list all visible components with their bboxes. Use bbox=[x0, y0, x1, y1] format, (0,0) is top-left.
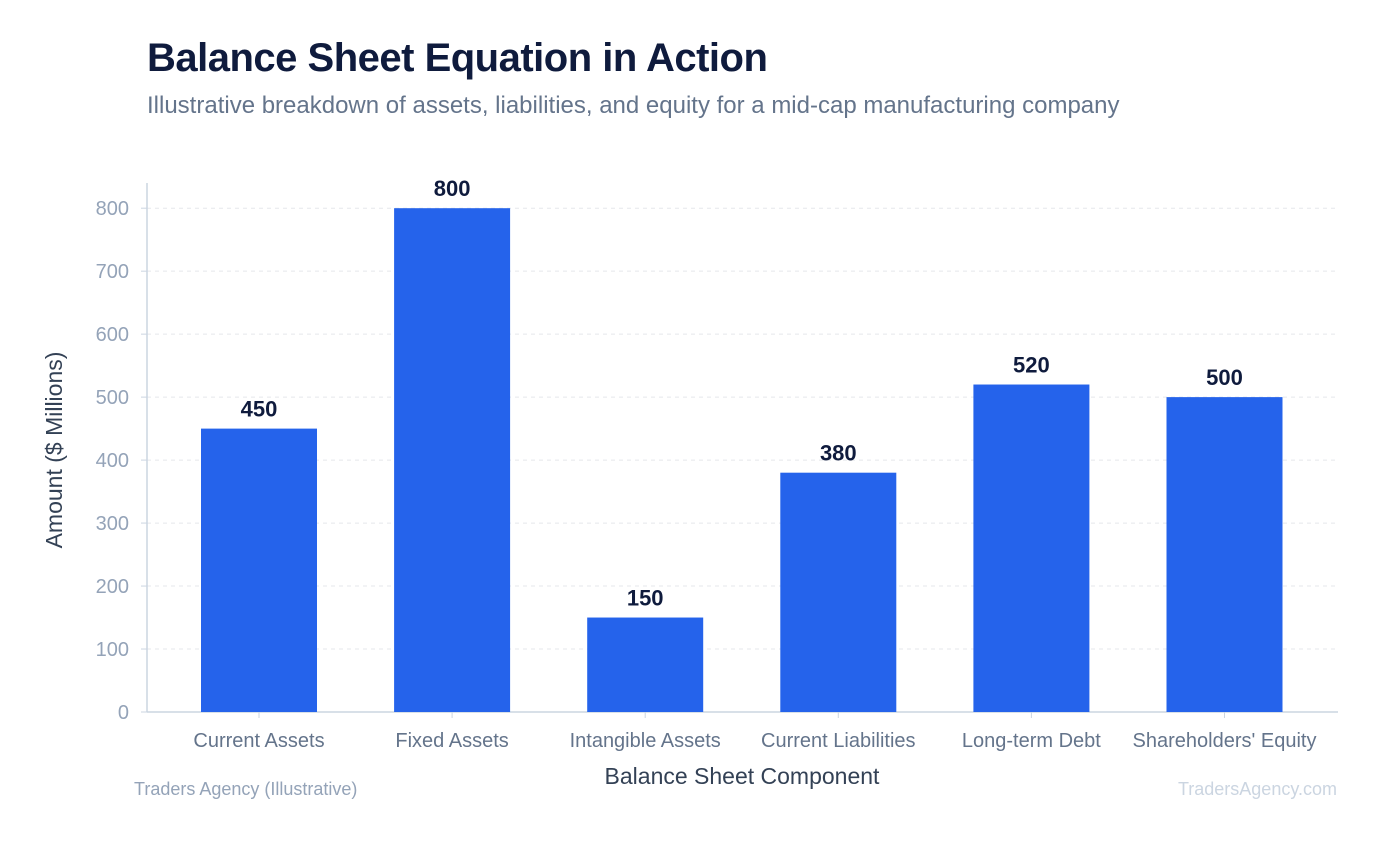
bar bbox=[1166, 397, 1283, 712]
y-tick-label: 200 bbox=[96, 576, 129, 598]
data-label: 800 bbox=[434, 176, 471, 201]
x-tick-label: Long-term Debt bbox=[962, 730, 1101, 752]
x-axis-title: Balance Sheet Component bbox=[605, 763, 881, 789]
bar bbox=[973, 384, 1090, 712]
bar bbox=[587, 617, 704, 712]
x-tick-label: Fixed Assets bbox=[395, 730, 508, 752]
y-tick-label: 400 bbox=[96, 450, 129, 472]
data-label: 150 bbox=[627, 586, 664, 611]
data-labels: 450 800 150 380 520 500 bbox=[241, 176, 1243, 610]
y-tick-label: 0 bbox=[118, 702, 129, 724]
data-label: 450 bbox=[241, 397, 278, 422]
gridlines bbox=[147, 207, 1338, 650]
y-tick-label: 100 bbox=[96, 639, 129, 661]
y-tick-label: 500 bbox=[96, 387, 129, 409]
y-tick-label: 600 bbox=[96, 324, 129, 346]
data-label: 520 bbox=[1013, 353, 1050, 378]
y-axis-title: Amount ($ Millions) bbox=[41, 352, 67, 549]
x-tick-label: Shareholders' Equity bbox=[1133, 730, 1317, 752]
y-tick-label: 700 bbox=[96, 261, 129, 283]
data-label: 500 bbox=[1206, 365, 1243, 390]
bar bbox=[201, 428, 317, 712]
watermark: TradersAgency.com bbox=[1177, 779, 1337, 799]
chart-title: Balance Sheet Equation in Action bbox=[147, 36, 768, 80]
data-label: 380 bbox=[820, 441, 857, 466]
x-tick-label: Current Assets bbox=[193, 730, 324, 752]
bars bbox=[201, 208, 1283, 712]
axes: 0 100 200 300 400 500 600 700 800 Current Assets F… bbox=[96, 183, 1338, 752]
x-tick-label: Current Liabilities bbox=[761, 730, 916, 752]
chart-subtitle: Illustrative breakdown of assets, liabil… bbox=[147, 92, 1120, 119]
y-tick-label: 800 bbox=[96, 198, 129, 220]
bar bbox=[394, 208, 511, 712]
source-note: Traders Agency (Illustrative) bbox=[134, 779, 358, 799]
x-tick-label: Intangible Assets bbox=[570, 730, 721, 752]
y-tick-label: 300 bbox=[96, 513, 129, 535]
bar bbox=[780, 472, 897, 712]
